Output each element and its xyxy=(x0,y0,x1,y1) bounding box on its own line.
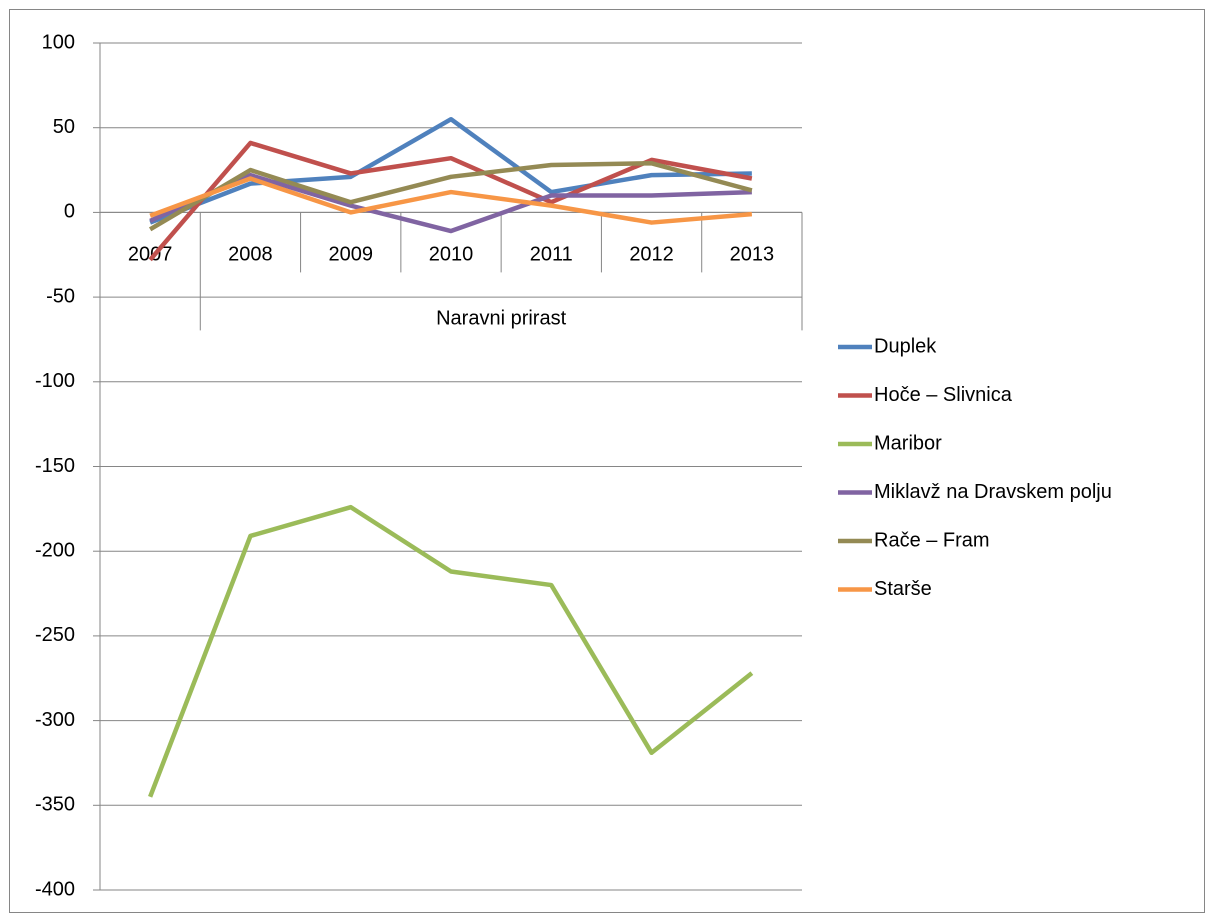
x-tick-label: 2009 xyxy=(328,244,373,266)
x-tick-label: 2007 xyxy=(128,244,173,266)
legend-label: Duplek xyxy=(874,335,937,357)
y-tick-label: -400 xyxy=(35,878,75,900)
legend-label: Rače – Fram xyxy=(874,529,990,551)
x-tick-label: 2011 xyxy=(530,244,573,266)
x-tick-label: 2010 xyxy=(429,244,474,266)
series-line xyxy=(148,140,753,262)
y-tick-label: 0 xyxy=(64,201,75,223)
series-line xyxy=(149,172,752,234)
y-tick-label: -150 xyxy=(35,455,75,477)
x-tick-label: 2012 xyxy=(629,244,674,266)
series-line xyxy=(149,176,753,225)
legend-label: Starše xyxy=(874,578,932,600)
group-label: Naravni prirast xyxy=(436,308,566,330)
y-tick-label: -50 xyxy=(46,285,75,307)
series-line xyxy=(148,504,754,798)
y-tick-label: 50 xyxy=(53,116,75,138)
y-tick-label: -200 xyxy=(35,539,75,561)
y-tick-label: -300 xyxy=(35,709,75,731)
y-tick-label: -350 xyxy=(35,794,75,816)
series-line xyxy=(148,161,753,232)
legend-label: Miklavž na Dravskem polju xyxy=(874,481,1112,503)
legend-label: Maribor xyxy=(874,432,942,454)
x-tick-label: 2013 xyxy=(730,244,775,266)
x-tick-label: 2008 xyxy=(228,244,273,266)
y-tick-label: -250 xyxy=(35,624,75,646)
y-tick-label: 100 xyxy=(42,31,75,53)
y-tick-label: -100 xyxy=(35,370,75,392)
chart-border xyxy=(9,9,1205,913)
legend-label: Hoče – Slivnica xyxy=(874,384,1013,406)
series-line xyxy=(149,116,752,225)
